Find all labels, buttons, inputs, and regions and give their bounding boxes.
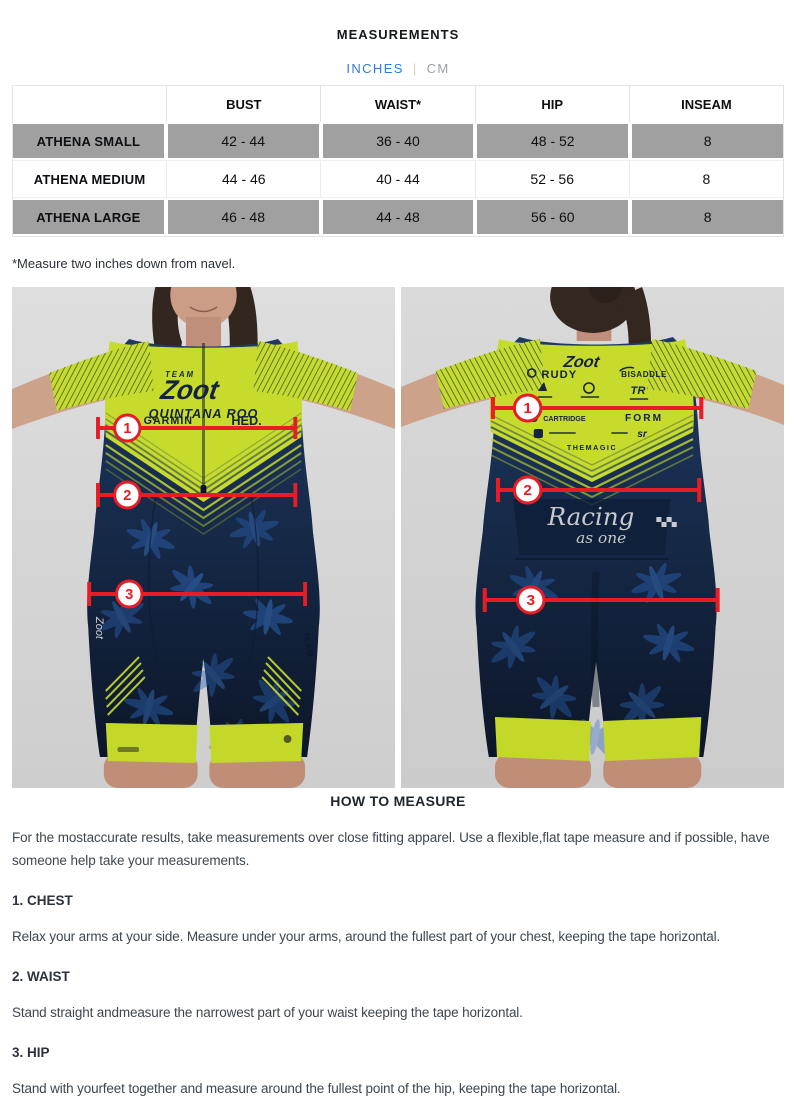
row-label: ATHENA MEDIUM: [13, 161, 168, 197]
front-chest-logos: TEAM Zoot QUINTANA ROO GARMIN HED.: [144, 370, 262, 428]
sr-logo-text: sr: [637, 429, 648, 440]
cell-inseam: 8: [629, 161, 784, 197]
row-label: ATHENA SMALL: [13, 124, 164, 158]
front-measurement-line-2: 2: [96, 480, 298, 510]
back-measurement-line-2: 2: [495, 475, 702, 505]
table-row-athena-large: ATHENA LARGE 46 - 48 44 - 48 56 - 60 8: [13, 198, 783, 236]
front-marker-1: 1: [123, 421, 131, 437]
step-text-waist: Stand straight andmeasure the narrowest …: [12, 1005, 523, 1020]
quintana-roo-logo-text: QUINTANA ROO: [149, 406, 259, 421]
step-text-chest: Relax your arms at your side. Measure un…: [12, 929, 721, 944]
front-right-thigh-logo: TEAM: [301, 631, 315, 658]
header-cell-waist: WAIST*: [321, 86, 476, 122]
step-text-hip: Stand with yourfeet together and measure…: [12, 1081, 621, 1096]
table-row-athena-small: ATHENA SMALL 42 - 44 36 - 40 48 - 52 8: [13, 122, 783, 160]
unit-divider: |: [412, 61, 418, 76]
front-left-thigh-logo: Zoot: [93, 616, 105, 640]
step-heading-chest: 1. CHEST: [12, 893, 73, 908]
photo-back: Zoot RUDY BISADDLE TR CARTRIDGE FORM: [401, 287, 784, 788]
rudy-logo-text: RUDY: [541, 369, 577, 381]
back-figure-illustration: Zoot RUDY BISADDLE TR CARTRIDGE FORM: [401, 287, 784, 788]
cell-waist: 36 - 40: [322, 124, 474, 158]
back-right-calf: [603, 753, 702, 788]
front-figure-illustration: Zoot TEAM TEAM Zoot QUINTANA ROO GARMIN …: [12, 287, 395, 788]
svg-text:TR: TR: [630, 385, 645, 397]
cell-hip: 48 - 52: [477, 124, 629, 158]
footnote: *Measure two inches down from navel.: [12, 256, 236, 271]
back-marker-3: 3: [526, 592, 535, 609]
step-heading-waist: 2. WAIST: [12, 969, 70, 984]
howto-intro: For the mostaccurate results, take measu…: [12, 830, 770, 868]
garmin-logo-text: GARMIN: [144, 415, 193, 427]
front-marker-2: 2: [123, 488, 131, 504]
size-table: BUST WAIST* HIP INSEAM ATHENA SMALL 42 -…: [12, 85, 784, 237]
cartridge-logo-text: CARTRIDGE: [543, 416, 586, 423]
step-heading-hip: 3. HIP: [12, 1045, 50, 1060]
form-logo-text: FORM: [625, 413, 663, 424]
unit-inches[interactable]: INCHES: [346, 61, 404, 76]
front-leg-cuffs: [105, 723, 304, 763]
team-logo-text: TEAM: [165, 370, 195, 379]
header-cell-hip: HIP: [475, 86, 630, 122]
front-marker-3: 3: [125, 587, 133, 603]
table-header-row: BUST WAIST* HIP INSEAM: [13, 86, 784, 122]
cell-bust: 44 - 46: [167, 161, 322, 197]
back-marker-1: 1: [523, 400, 532, 417]
front-thigh-stripes: [105, 656, 302, 716]
cell-bust: 46 - 48: [167, 200, 319, 234]
header-cell-inseam: INSEAM: [629, 86, 784, 122]
zoot-logo-text: Zoot: [158, 375, 222, 405]
front-measurement-line-1: 1: [96, 413, 298, 443]
cell-hip: 52 - 56: [475, 161, 630, 197]
back-lower-details: Racing as one: [513, 499, 677, 708]
back-measurement-line-1: 1: [490, 393, 704, 423]
measurement-photos: Zoot TEAM TEAM Zoot QUINTANA ROO GARMIN …: [12, 287, 784, 788]
checkered-flag-icon: [656, 517, 677, 527]
how-to-measure-section: For the mostaccurate results, take measu…: [12, 826, 784, 1100]
front-sleeves: [49, 341, 358, 411]
bisaddle-logo-text: BISADDLE: [621, 370, 667, 379]
racing-script-text: Racing: [547, 502, 635, 531]
header-cell-empty: [13, 86, 168, 122]
back-leg-cuffs: [494, 717, 702, 761]
back-measurement-line-3: 3: [482, 585, 720, 615]
cell-inseam: 8: [632, 124, 783, 158]
back-sleeves: [435, 339, 757, 409]
as-one-script-text: as one: [576, 529, 626, 547]
header-cell-bust: BUST: [167, 86, 322, 122]
row-label: ATHENA LARGE: [13, 200, 164, 234]
back-marker-2: 2: [523, 482, 532, 499]
cell-waist: 44 - 48: [322, 200, 474, 234]
photo-front: Zoot TEAM TEAM Zoot QUINTANA ROO GARMIN …: [12, 287, 395, 788]
cell-inseam: 8: [632, 200, 783, 234]
front-seams: [148, 343, 259, 670]
how-to-measure-title: HOW TO MEASURE: [330, 793, 466, 809]
front-measurement-line-3: 3: [87, 579, 308, 609]
back-zoot-logo-text: Zoot: [561, 353, 601, 371]
themagic-logo-text: THEMAGIC: [567, 445, 617, 452]
back-left-calf: [494, 753, 591, 788]
page-title: MEASUREMENTS: [336, 27, 460, 42]
hed-logo-text: HED.: [231, 413, 261, 428]
cell-waist: 40 - 44: [321, 161, 476, 197]
cell-hip: 56 - 60: [477, 200, 629, 234]
unit-cm[interactable]: CM: [426, 61, 450, 76]
units-toggle: INCHES | CM: [0, 61, 796, 76]
table-row-athena-medium: ATHENA MEDIUM 44 - 46 40 - 44 52 - 56 8: [13, 160, 784, 198]
cell-bust: 42 - 44: [167, 124, 319, 158]
